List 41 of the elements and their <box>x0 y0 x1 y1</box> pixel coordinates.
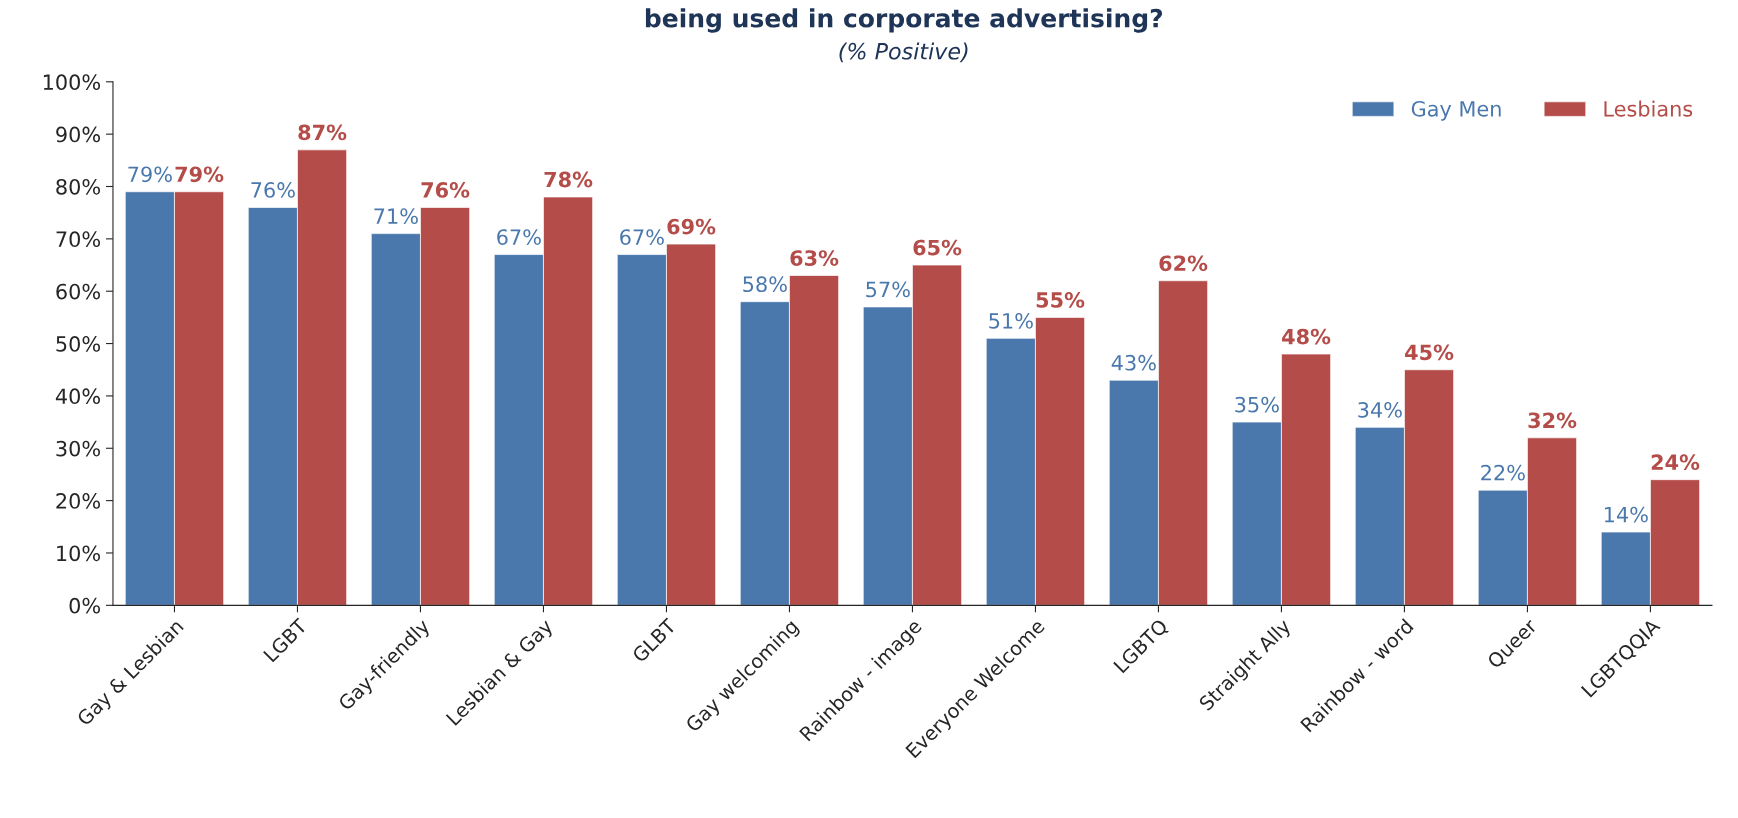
data-label: 67% <box>497 229 541 245</box>
legend-label: Gay Men <box>1411 100 1501 121</box>
data-label: 43% <box>1111 354 1156 371</box>
data-label: 71% <box>374 208 418 225</box>
data-label: 58% <box>743 276 787 293</box>
data-label: 32% <box>1528 412 1577 429</box>
y-tick-label: 70% <box>56 231 101 248</box>
data-label: 35% <box>1235 396 1279 413</box>
legend-label: Lesbians <box>1604 100 1693 117</box>
y-tick-label: 40% <box>55 388 101 405</box>
data-label: 76% <box>421 182 470 198</box>
y-tick-label: 90% <box>56 126 101 143</box>
y-tick-label: 60% <box>56 283 101 300</box>
data-label: 87% <box>298 124 347 141</box>
data-label: 48% <box>1282 328 1331 345</box>
data-label: 63% <box>790 250 839 266</box>
data-label: 62% <box>1159 255 1208 272</box>
y-tick-label: 100% <box>43 74 101 91</box>
data-label: 65% <box>913 239 962 256</box>
data-label: 78% <box>544 171 593 188</box>
y-tick-label: 20% <box>56 493 101 509</box>
data-label: 79% <box>128 166 172 183</box>
y-tick-label: 0% <box>69 597 101 614</box>
chart-subtitle: (% Positive) <box>839 42 968 63</box>
data-label: 45% <box>1405 344 1454 361</box>
data-label: 55% <box>1036 292 1085 308</box>
data-label: 14% <box>1604 506 1648 523</box>
data-label: 34% <box>1358 401 1402 418</box>
data-label: 69% <box>667 218 716 235</box>
data-label: 76% <box>251 182 295 198</box>
data-label: 79% <box>175 166 224 183</box>
y-tick-label: 10% <box>57 545 101 562</box>
y-tick-label: 80% <box>56 178 101 195</box>
data-label: 22% <box>1481 464 1525 481</box>
data-label: 51% <box>989 312 1033 329</box>
y-tick-label: 30% <box>56 440 101 457</box>
chart-title: being used in corporate advertising? <box>645 8 1163 33</box>
data-label: 57% <box>866 281 910 298</box>
data-label: 67% <box>620 229 664 245</box>
y-tick-label: 50% <box>56 336 101 352</box>
data-label: 24% <box>1651 454 1700 471</box>
